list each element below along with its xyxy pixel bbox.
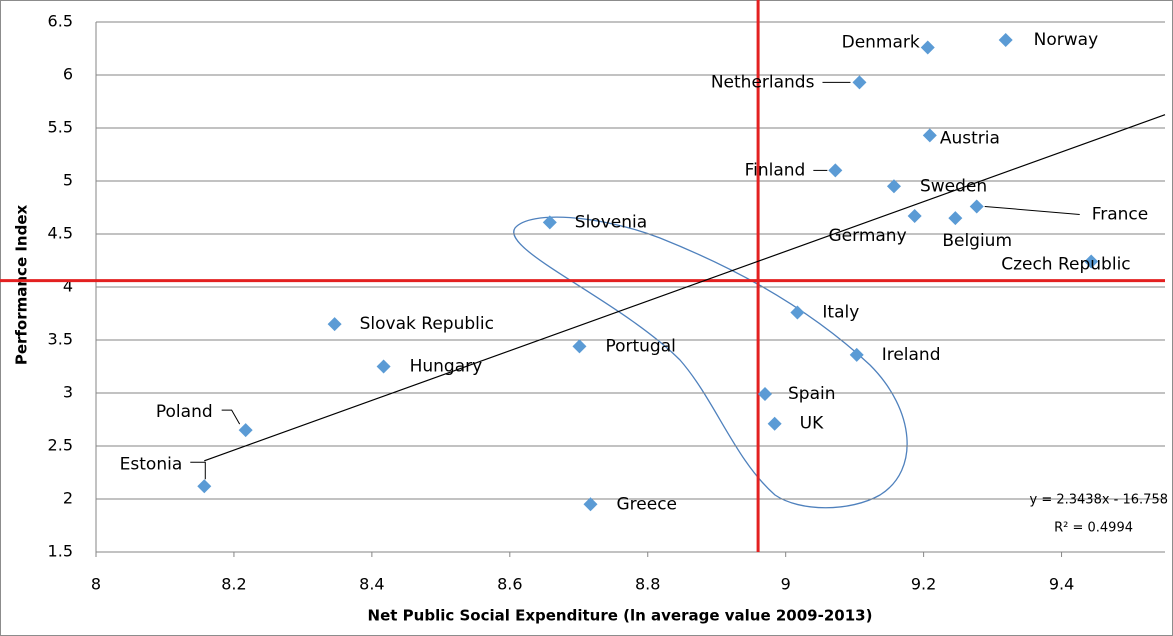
point: [920, 40, 935, 55]
y-tick-label: 3.5: [48, 330, 73, 349]
point-label: Czech Republic: [1001, 255, 1130, 275]
y-tick-label: 3: [63, 383, 73, 402]
x-tick-label: 9: [781, 575, 791, 594]
leader-line: [221, 409, 241, 425]
point: [998, 33, 1013, 48]
point: [948, 211, 963, 226]
x-tick-label: 8.4: [359, 575, 384, 594]
point-label: Slovak Republic: [360, 314, 494, 334]
point-label: Denmark: [842, 32, 920, 52]
y-tick-label: 5: [63, 171, 73, 190]
trendline-equation: y = 2.3438x - 16.758: [1030, 493, 1168, 508]
x-tick-label: 8.2: [221, 575, 246, 594]
point: [886, 179, 901, 194]
point-label: Slovenia: [575, 212, 647, 232]
point-label: Germany: [829, 226, 907, 246]
point: [849, 347, 864, 362]
point-label: Italy: [822, 302, 859, 322]
point: [376, 359, 391, 374]
point: [542, 215, 557, 230]
point: [767, 416, 782, 431]
point: [583, 497, 598, 512]
point-label: Portugal: [605, 336, 675, 356]
point: [197, 479, 212, 494]
y-tick-label: 5.5: [48, 118, 73, 137]
point-label: Spain: [788, 384, 836, 404]
x-tick-label: 9.4: [1049, 575, 1074, 594]
point-label: Poland: [156, 402, 213, 422]
x-tick-label: 8.6: [497, 575, 522, 594]
y-tick-label: 2: [63, 489, 73, 508]
point-label: Austria: [940, 128, 1000, 148]
y-tick-label: 6: [63, 65, 73, 84]
point-label: France: [1092, 204, 1149, 224]
point: [828, 163, 843, 178]
point: [238, 423, 253, 438]
leader-line: [984, 205, 1080, 215]
y-tick-label: 2.5: [48, 436, 73, 455]
x-axis-title: Net Public Social Expenditure (ln averag…: [368, 607, 873, 625]
point: [790, 305, 805, 320]
point-label: Greece: [616, 494, 677, 514]
point: [852, 75, 867, 90]
point: [1084, 254, 1099, 269]
point-label: Norway: [1034, 30, 1099, 50]
y-axis-title: Performance Index: [13, 204, 31, 365]
point-label: Finland: [745, 160, 806, 180]
point: [969, 199, 984, 214]
y-tick-label: 6.5: [48, 12, 73, 31]
point-label: Sweden: [920, 176, 987, 196]
y-tick-label: 1.5: [48, 542, 73, 561]
x-tick-label: 8.8: [635, 575, 660, 594]
point-label: Netherlands: [711, 72, 815, 92]
point-label: Hungary: [410, 357, 483, 377]
trendline: [204, 114, 1166, 462]
point: [907, 208, 922, 223]
point-label: Belgium: [942, 231, 1012, 251]
y-tick-label: 4: [63, 277, 73, 296]
point-label: Ireland: [882, 345, 941, 365]
y-tick-label: 4.5: [48, 224, 73, 243]
x-tick-label: 8: [91, 575, 101, 594]
leader-line: [190, 461, 206, 480]
point: [922, 128, 937, 143]
point-label: UK: [800, 414, 824, 434]
point: [327, 317, 342, 332]
point: [757, 387, 772, 402]
x-tick-label: 9.2: [911, 575, 936, 594]
point-label: Estonia: [120, 454, 183, 474]
trendline-r2: R² = 0.4994: [1054, 521, 1133, 536]
point: [572, 339, 587, 354]
cluster-outline: [513, 216, 908, 509]
